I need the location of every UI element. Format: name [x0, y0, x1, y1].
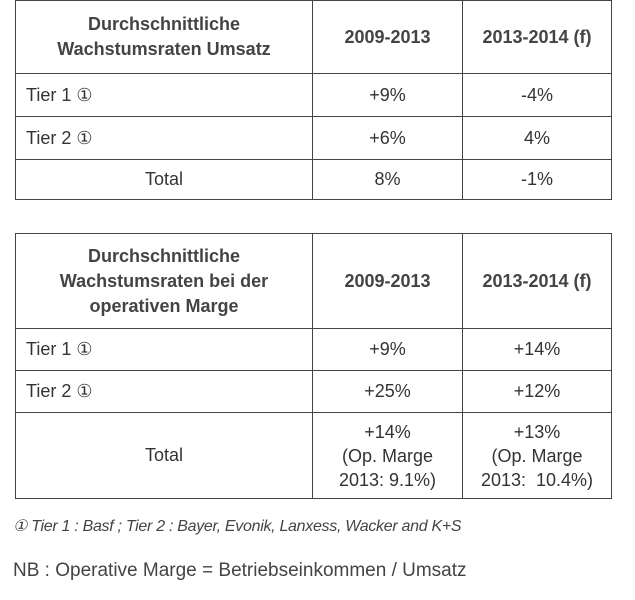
header-label: Durchschnittliche Wachstumsraten Umsatz — [15, 0, 313, 74]
cell-value: +12% — [462, 370, 612, 413]
header-label-line: Wachstumsraten bei der — [59, 270, 269, 291]
growth-revenue-table: Durchschnittliche Wachstumsraten Umsatz … — [15, 0, 612, 200]
header-label-line: Wachstumsraten Umsatz — [57, 39, 271, 59]
growth-margin-table: Durchschnittliche Wachstumsraten bei der… — [15, 233, 612, 499]
header-col-2013-2014: 2013-2014 (f) — [462, 233, 612, 329]
cell-line: +13% — [513, 421, 561, 442]
table-header-row: Durchschnittliche Wachstumsraten Umsatz … — [15, 0, 612, 74]
table-row-total: Total 8% -1% — [15, 159, 612, 200]
table-row: Tier 2 ① +25% +12% — [15, 370, 612, 413]
table-row: Tier 1 ① +9% -4% — [15, 73, 612, 117]
cell-line: 2013: 10.4%) — [480, 469, 594, 490]
table-header-row: Durchschnittliche Wachstumsraten bei der… — [15, 233, 612, 329]
header-col-2013-2014: 2013-2014 (f) — [462, 0, 612, 74]
table-row: Tier 2 ① +6% 4% — [15, 116, 612, 160]
cell-value: +13% (Op. Marge 2013: 10.4%) — [462, 412, 612, 499]
cell-value: 4% — [462, 116, 612, 160]
header-col-2009-2013: 2009-2013 — [312, 233, 463, 329]
nb-note: NB : Operative Marge = Betriebseinkommen… — [13, 560, 467, 581]
row-label: Tier 2 ① — [15, 370, 313, 413]
cell-line: (Op. Marge — [491, 445, 583, 466]
cell-line: 2013: 9.1%) — [338, 469, 437, 490]
cell-value: +25% — [312, 370, 463, 413]
header-col-2009-2013: 2009-2013 — [312, 0, 463, 74]
cell-value: -1% — [462, 159, 612, 200]
cell-line: +14% — [364, 421, 411, 442]
cell-value: +14% (Op. Marge 2013: 9.1%) — [312, 412, 463, 499]
table-row: Tier 1 ① +9% +14% — [15, 328, 612, 371]
row-label: Tier 2 ① — [15, 116, 313, 160]
row-label: Tier 1 ① — [15, 328, 313, 371]
row-label: Total — [15, 412, 313, 499]
cell-value: -4% — [462, 73, 612, 117]
cell-value: +14% — [462, 328, 612, 371]
row-label: Tier 1 ① — [15, 73, 313, 117]
header-label-line: Durchschnittliche — [87, 14, 241, 34]
footnote: ① Tier 1 : Basf ; Tier 2 : Bayer, Evonik… — [13, 518, 462, 535]
cell-value: +9% — [312, 328, 463, 371]
cell-value: 8% — [312, 159, 463, 200]
row-label: Total — [15, 159, 313, 200]
header-label-line: Durchschnittliche — [87, 245, 241, 266]
header-label: Durchschnittliche Wachstumsraten bei der… — [15, 233, 313, 329]
cell-value: +9% — [312, 73, 463, 117]
header-label-line: operativen Marge — [89, 295, 239, 316]
table-row-total: Total +14% (Op. Marge 2013: 9.1%) +13% (… — [15, 412, 612, 499]
cell-value: +6% — [312, 116, 463, 160]
cell-line: (Op. Marge — [341, 445, 434, 466]
